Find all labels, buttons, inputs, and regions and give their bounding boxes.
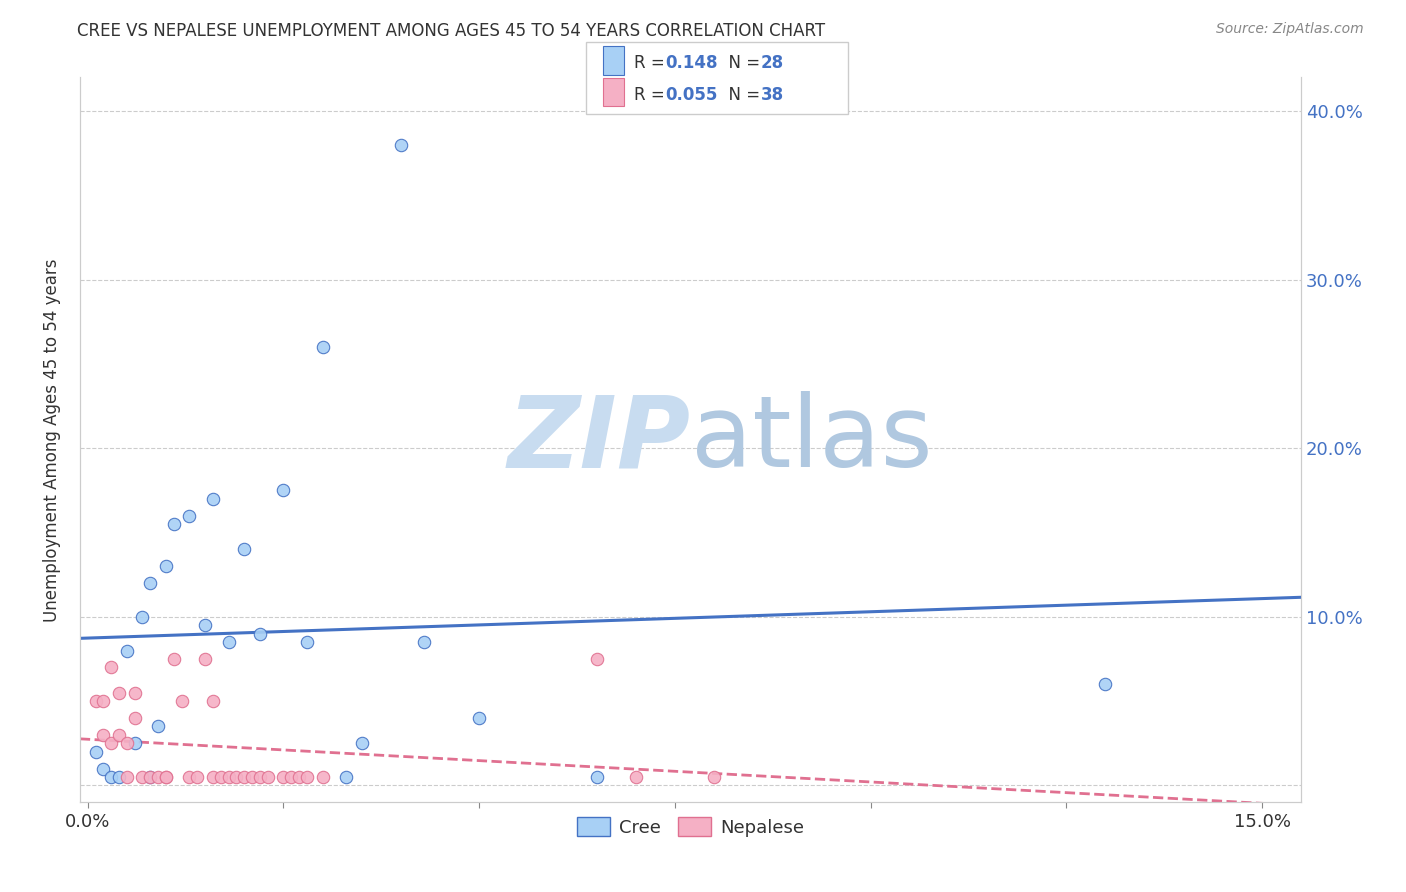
Text: R =: R =: [634, 54, 671, 72]
Text: 0.148: 0.148: [665, 54, 717, 72]
Point: [179, 508, 201, 523]
Point: [146, 719, 169, 733]
Point: [389, 137, 412, 152]
Point: [233, 542, 256, 557]
Point: [155, 770, 177, 784]
Point: [273, 770, 295, 784]
Point: [225, 770, 247, 784]
Point: [295, 770, 318, 784]
Point: [108, 686, 131, 700]
Point: [256, 770, 278, 784]
Point: [209, 770, 232, 784]
Point: [124, 736, 146, 750]
Point: [84, 694, 107, 708]
Point: [163, 517, 186, 532]
Point: [335, 770, 357, 784]
Point: [179, 770, 201, 784]
Point: [468, 711, 491, 725]
Point: [124, 711, 146, 725]
Point: [233, 770, 256, 784]
Point: [155, 770, 177, 784]
Point: [100, 770, 122, 784]
Point: [131, 610, 153, 624]
Legend: Cree, Nepalese: Cree, Nepalese: [569, 810, 811, 844]
Point: [115, 736, 138, 750]
Point: [93, 762, 115, 776]
Text: CREE VS NEPALESE UNEMPLOYMENT AMONG AGES 45 TO 54 YEARS CORRELATION CHART: CREE VS NEPALESE UNEMPLOYMENT AMONG AGES…: [77, 22, 825, 40]
Text: N =: N =: [718, 86, 766, 103]
Point: [186, 770, 208, 784]
Point: [124, 686, 146, 700]
Point: [84, 745, 107, 759]
Text: 38: 38: [761, 86, 783, 103]
Point: [93, 694, 115, 708]
Point: [155, 559, 177, 574]
Point: [115, 770, 138, 784]
Point: [273, 483, 295, 498]
Text: R =: R =: [634, 86, 671, 103]
Point: [163, 652, 186, 666]
Point: [585, 770, 607, 784]
Point: [100, 660, 122, 674]
Point: [93, 728, 115, 742]
Point: [170, 694, 193, 708]
Point: [139, 770, 162, 784]
Text: 0.055: 0.055: [665, 86, 717, 103]
Point: [218, 770, 240, 784]
Point: [146, 770, 169, 784]
Point: [131, 770, 153, 784]
Point: [249, 770, 271, 784]
Point: [139, 770, 162, 784]
Point: [311, 770, 333, 784]
Point: [311, 340, 333, 354]
Point: [350, 736, 373, 750]
Point: [100, 736, 122, 750]
Point: [1094, 677, 1116, 691]
Point: [115, 643, 138, 657]
Text: N =: N =: [718, 54, 766, 72]
Point: [194, 618, 217, 632]
Point: [201, 770, 224, 784]
Text: 28: 28: [761, 54, 783, 72]
Point: [108, 770, 131, 784]
Point: [201, 694, 224, 708]
Point: [139, 576, 162, 591]
Point: [218, 635, 240, 649]
Point: [703, 770, 725, 784]
Point: [240, 770, 263, 784]
Point: [108, 728, 131, 742]
Text: Source: ZipAtlas.com: Source: ZipAtlas.com: [1216, 22, 1364, 37]
Point: [585, 652, 607, 666]
Point: [280, 770, 302, 784]
Text: atlas: atlas: [690, 392, 932, 488]
Text: ZIP: ZIP: [508, 392, 690, 488]
Point: [295, 635, 318, 649]
Point: [194, 652, 217, 666]
Point: [201, 491, 224, 506]
Point: [624, 770, 647, 784]
Point: [288, 770, 311, 784]
Y-axis label: Unemployment Among Ages 45 to 54 years: Unemployment Among Ages 45 to 54 years: [44, 258, 60, 622]
Point: [413, 635, 436, 649]
Point: [249, 626, 271, 640]
